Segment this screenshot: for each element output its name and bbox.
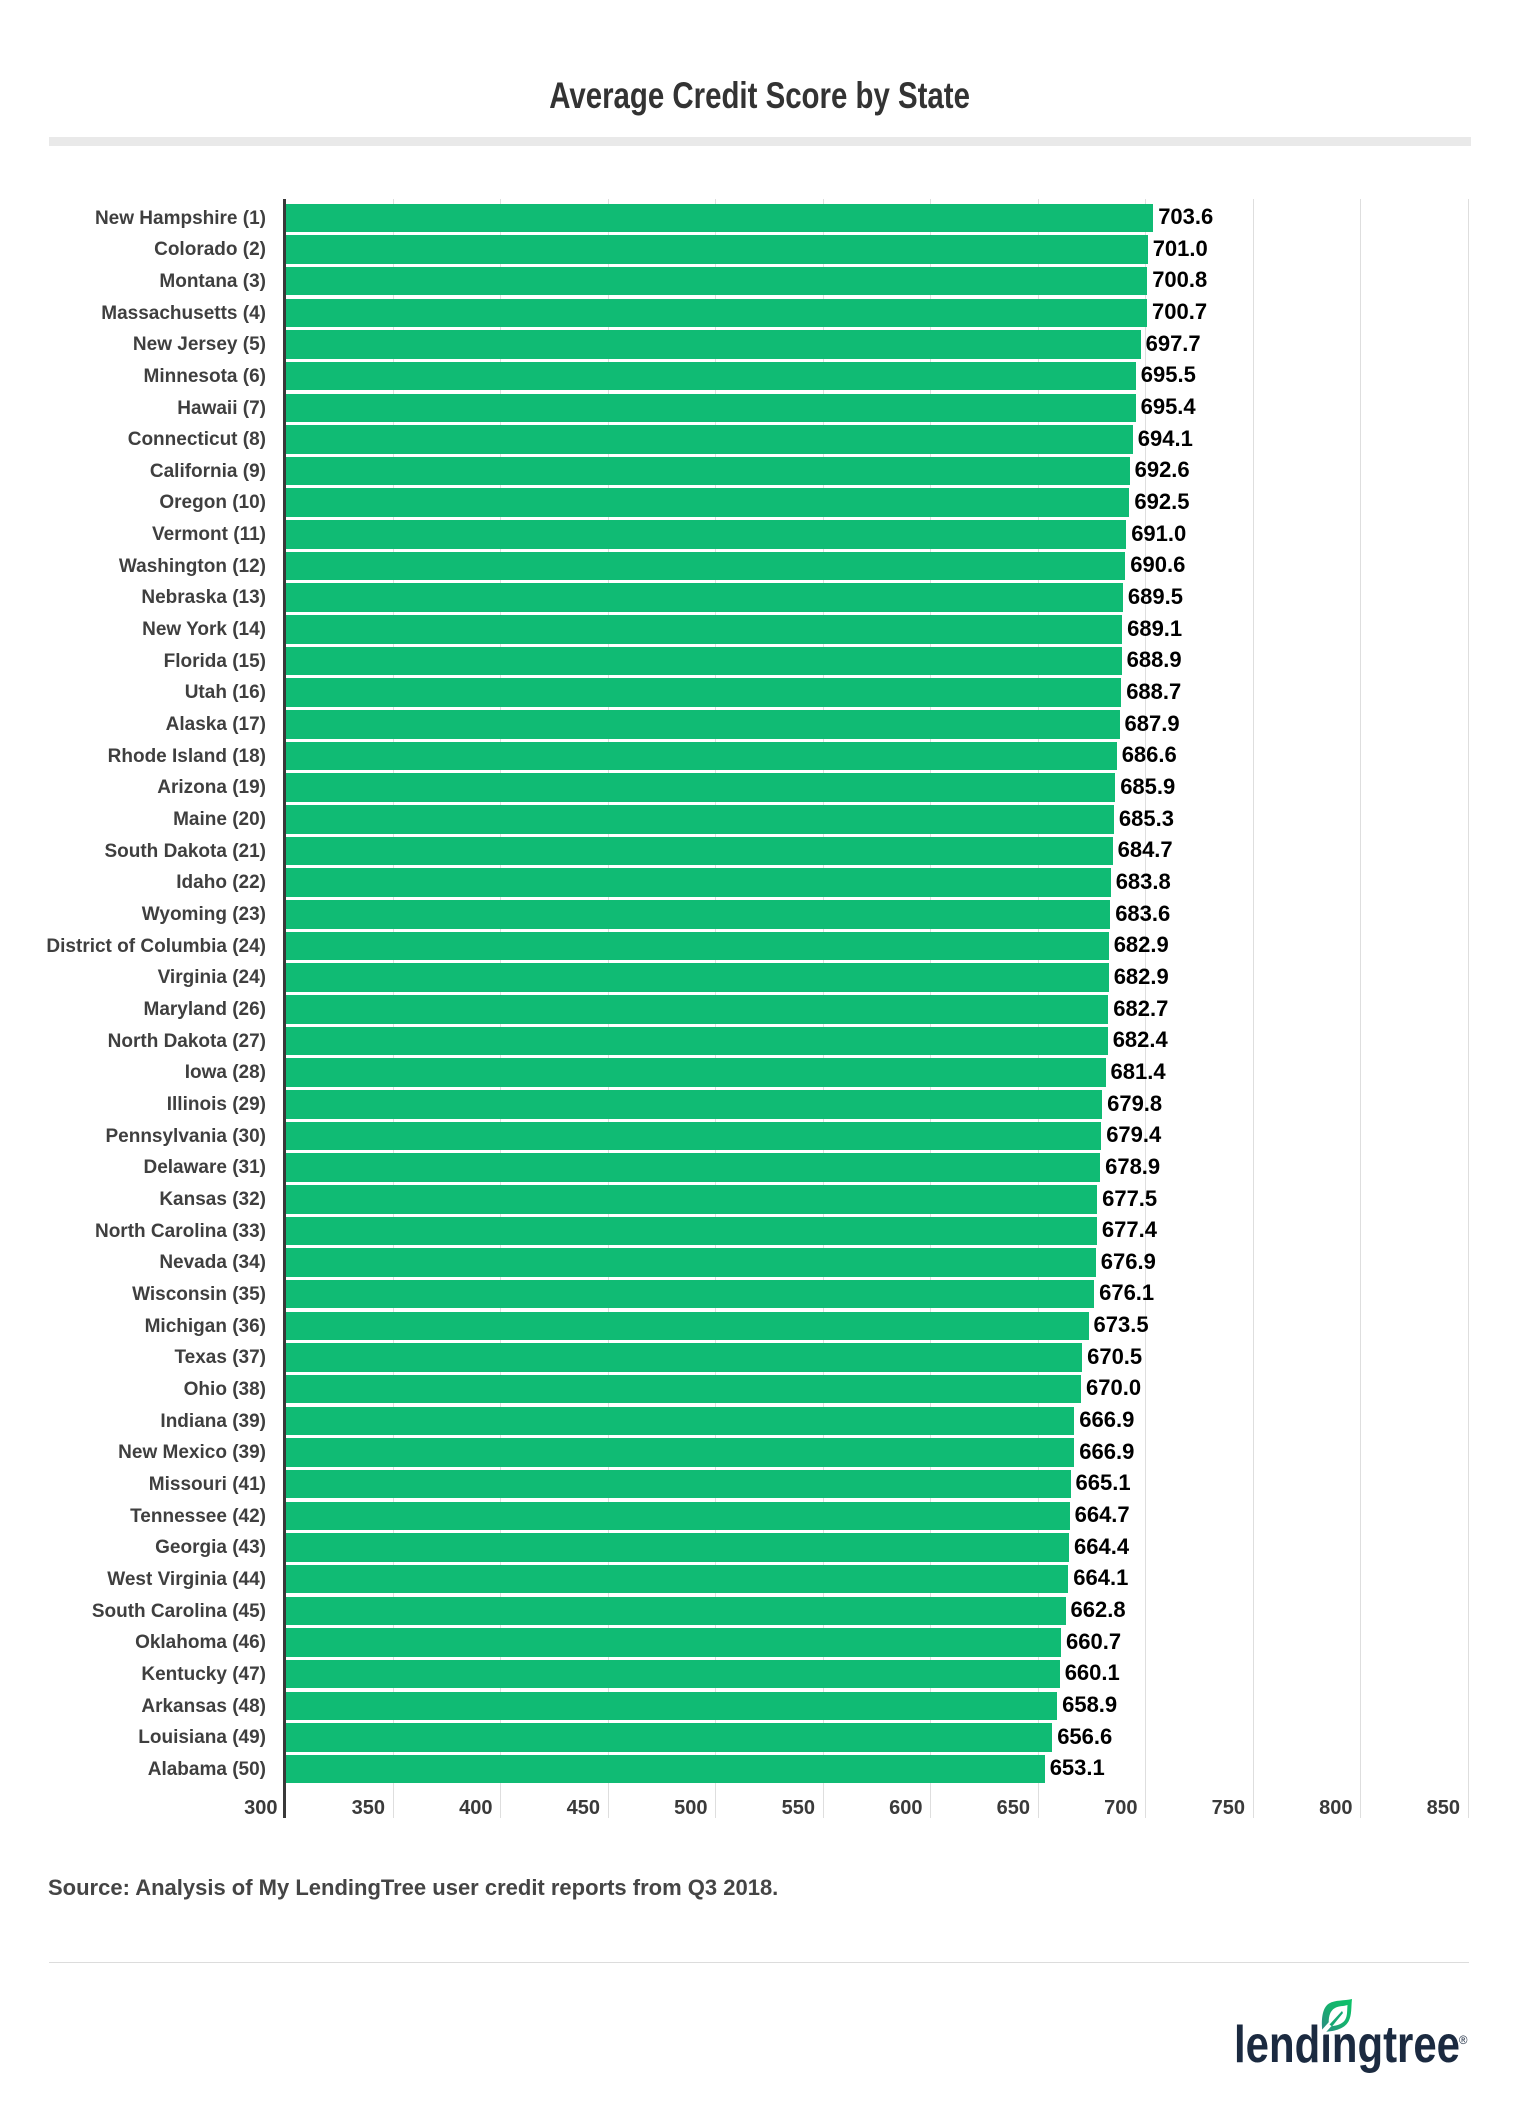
svg-text:lendıngtree: lendıngtree [1234,2016,1460,2074]
svg-text:®: ® [1459,2035,1468,2047]
